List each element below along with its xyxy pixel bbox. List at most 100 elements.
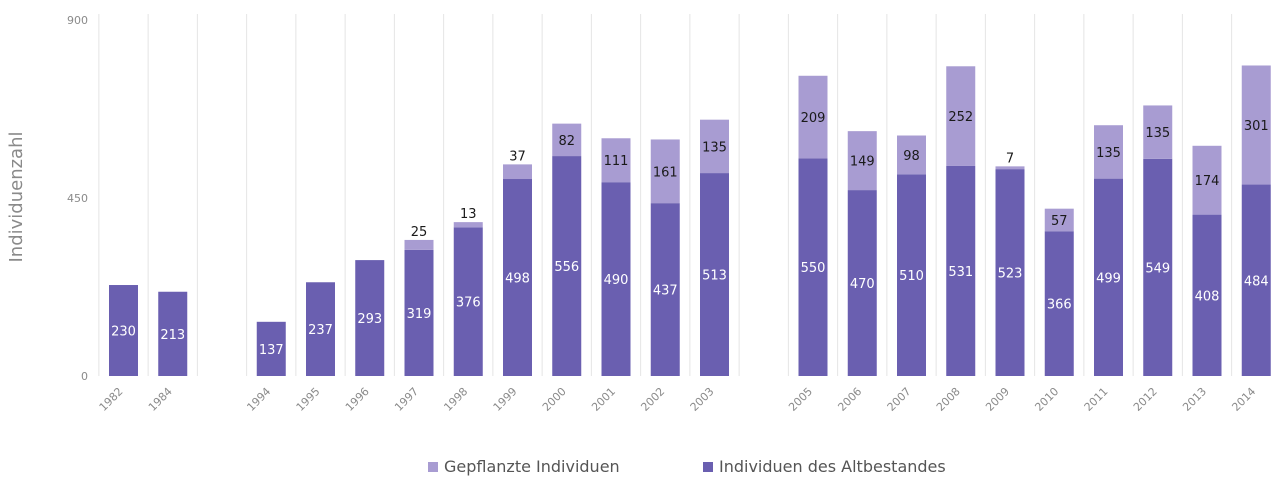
x-tick-label: 1994 (244, 385, 273, 414)
x-tick-label: 2006 (835, 385, 864, 414)
bar-altbestand (158, 291, 188, 376)
x-tick-label: 2005 (786, 385, 815, 414)
data-label-altbestand: 531 (948, 265, 973, 280)
data-label-altbestand: 237 (308, 323, 333, 338)
data-label-altbestand: 230 (111, 325, 136, 340)
x-tick-label: 2007 (885, 385, 914, 414)
data-labels: 230 213 137 237 293 319 25 376 13 498 37 556 82 490 11… (111, 110, 1269, 358)
data-label-altbestand: 498 (505, 272, 530, 287)
y-axis-label: Individuenzahl (6, 131, 27, 262)
bar-gepflanzt (1143, 105, 1173, 159)
bar-altbestand (897, 174, 926, 376)
bar-altbestand (355, 260, 385, 376)
bar-altbestand (847, 190, 877, 376)
bar-altbestand (1143, 158, 1173, 376)
bar-altbestand (650, 203, 680, 376)
data-label-altbestand: 513 (702, 269, 727, 284)
data-label-altbestand: 437 (653, 284, 678, 299)
data-label-altbestand: 137 (259, 343, 284, 358)
data-label-gepflanzt: 209 (801, 111, 826, 126)
x-tick-label: 1997 (392, 385, 421, 414)
data-label-altbestand: 499 (1096, 271, 1121, 286)
y-tick-label: 0 (81, 370, 88, 383)
x-tick-label: 1984 (146, 385, 175, 414)
data-label-altbestand: 523 (998, 267, 1023, 282)
data-label-gepflanzt: 135 (1145, 126, 1170, 141)
x-tick-label: 2002 (638, 385, 667, 414)
x-tick-label: 1998 (441, 385, 470, 414)
bar-altbestand (1044, 231, 1074, 376)
bar-gepflanzt (847, 131, 877, 191)
bar-altbestand (1094, 178, 1123, 376)
bar-gepflanzt (798, 75, 828, 159)
x-tick-labels: 1982 1984 1994 1995 1996 1997 1998 1999 2000 2001… (97, 385, 1259, 414)
data-label-altbestand: 213 (160, 328, 185, 343)
x-tick-label: 2010 (1032, 385, 1061, 414)
x-tick-label: 1982 (97, 385, 126, 414)
bar-gepflanzt (995, 166, 1025, 170)
bar-gepflanzt (946, 66, 976, 166)
data-label-altbestand: 556 (554, 260, 579, 275)
data-label-altbestand: 484 (1244, 274, 1269, 289)
legend-label-planted: Gepflanzte Individuen (444, 457, 620, 476)
x-tick-label: 1996 (343, 385, 372, 414)
bar-gepflanzt (404, 239, 434, 250)
data-label-gepflanzt: 25 (411, 225, 428, 240)
data-label-gepflanzt: 149 (850, 155, 875, 170)
x-tick-label: 2000 (540, 385, 569, 414)
bar-gepflanzt (601, 138, 631, 183)
bar-altbestand (503, 179, 532, 376)
data-label-gepflanzt: 82 (558, 134, 575, 149)
data-label-altbestand: 510 (899, 269, 924, 284)
x-tick-label: 1995 (294, 385, 323, 414)
bar-gepflanzt (700, 119, 729, 174)
x-tick-label: 2003 (688, 385, 717, 414)
data-label-gepflanzt: 111 (604, 154, 629, 169)
bar-altbestand (601, 182, 631, 376)
data-label-gepflanzt: 13 (460, 207, 477, 222)
data-label-gepflanzt: 161 (653, 165, 678, 180)
legend-swatch-old (703, 462, 713, 472)
data-label-gepflanzt: 252 (948, 110, 973, 125)
bar-altbestand (256, 321, 286, 376)
data-label-altbestand: 319 (407, 307, 432, 322)
bar-altbestand (1241, 184, 1271, 376)
data-label-gepflanzt: 7 (1006, 151, 1014, 166)
data-label-gepflanzt: 98 (903, 149, 920, 164)
bar-altbestand (404, 249, 434, 376)
legend: Gepflanzte Individuen Individuen des Alt… (428, 457, 946, 476)
bars (109, 65, 1271, 376)
bar-altbestand (306, 282, 335, 376)
data-label-gepflanzt: 135 (702, 140, 727, 155)
bar-altbestand (700, 173, 729, 376)
bar-altbestand (798, 158, 828, 376)
legend-label-old: Individuen des Altbestandes (719, 457, 946, 476)
data-label-altbestand: 366 (1047, 298, 1072, 313)
legend-swatch-planted (428, 462, 438, 472)
y-tick-label: 900 (67, 14, 88, 27)
x-tick-label: 1999 (491, 385, 520, 414)
x-tick-label: 2013 (1180, 385, 1209, 414)
bar-gepflanzt (1094, 125, 1123, 179)
data-label-gepflanzt: 37 (509, 149, 526, 164)
data-label-altbestand: 408 (1195, 289, 1220, 304)
bar-altbestand (453, 227, 483, 376)
bar-gepflanzt (503, 164, 532, 180)
bar-gepflanzt (1192, 145, 1222, 215)
bar-gepflanzt (1044, 208, 1074, 232)
data-label-altbestand: 490 (604, 273, 629, 288)
data-label-altbestand: 549 (1145, 261, 1170, 276)
y-tick-labels: 0 450 900 (67, 14, 88, 383)
bar-altbestand (946, 165, 976, 376)
y-tick-label: 450 (67, 192, 88, 205)
data-label-gepflanzt: 174 (1195, 174, 1220, 189)
bar-altbestand (995, 169, 1025, 376)
bar-altbestand (552, 156, 582, 376)
bar-altbestand (1192, 214, 1222, 376)
data-label-gepflanzt: 135 (1096, 146, 1121, 161)
data-label-gepflanzt: 301 (1244, 119, 1269, 134)
data-label-altbestand: 470 (850, 277, 875, 292)
data-label-gepflanzt: 57 (1051, 214, 1068, 229)
bar-altbestand (109, 285, 138, 376)
